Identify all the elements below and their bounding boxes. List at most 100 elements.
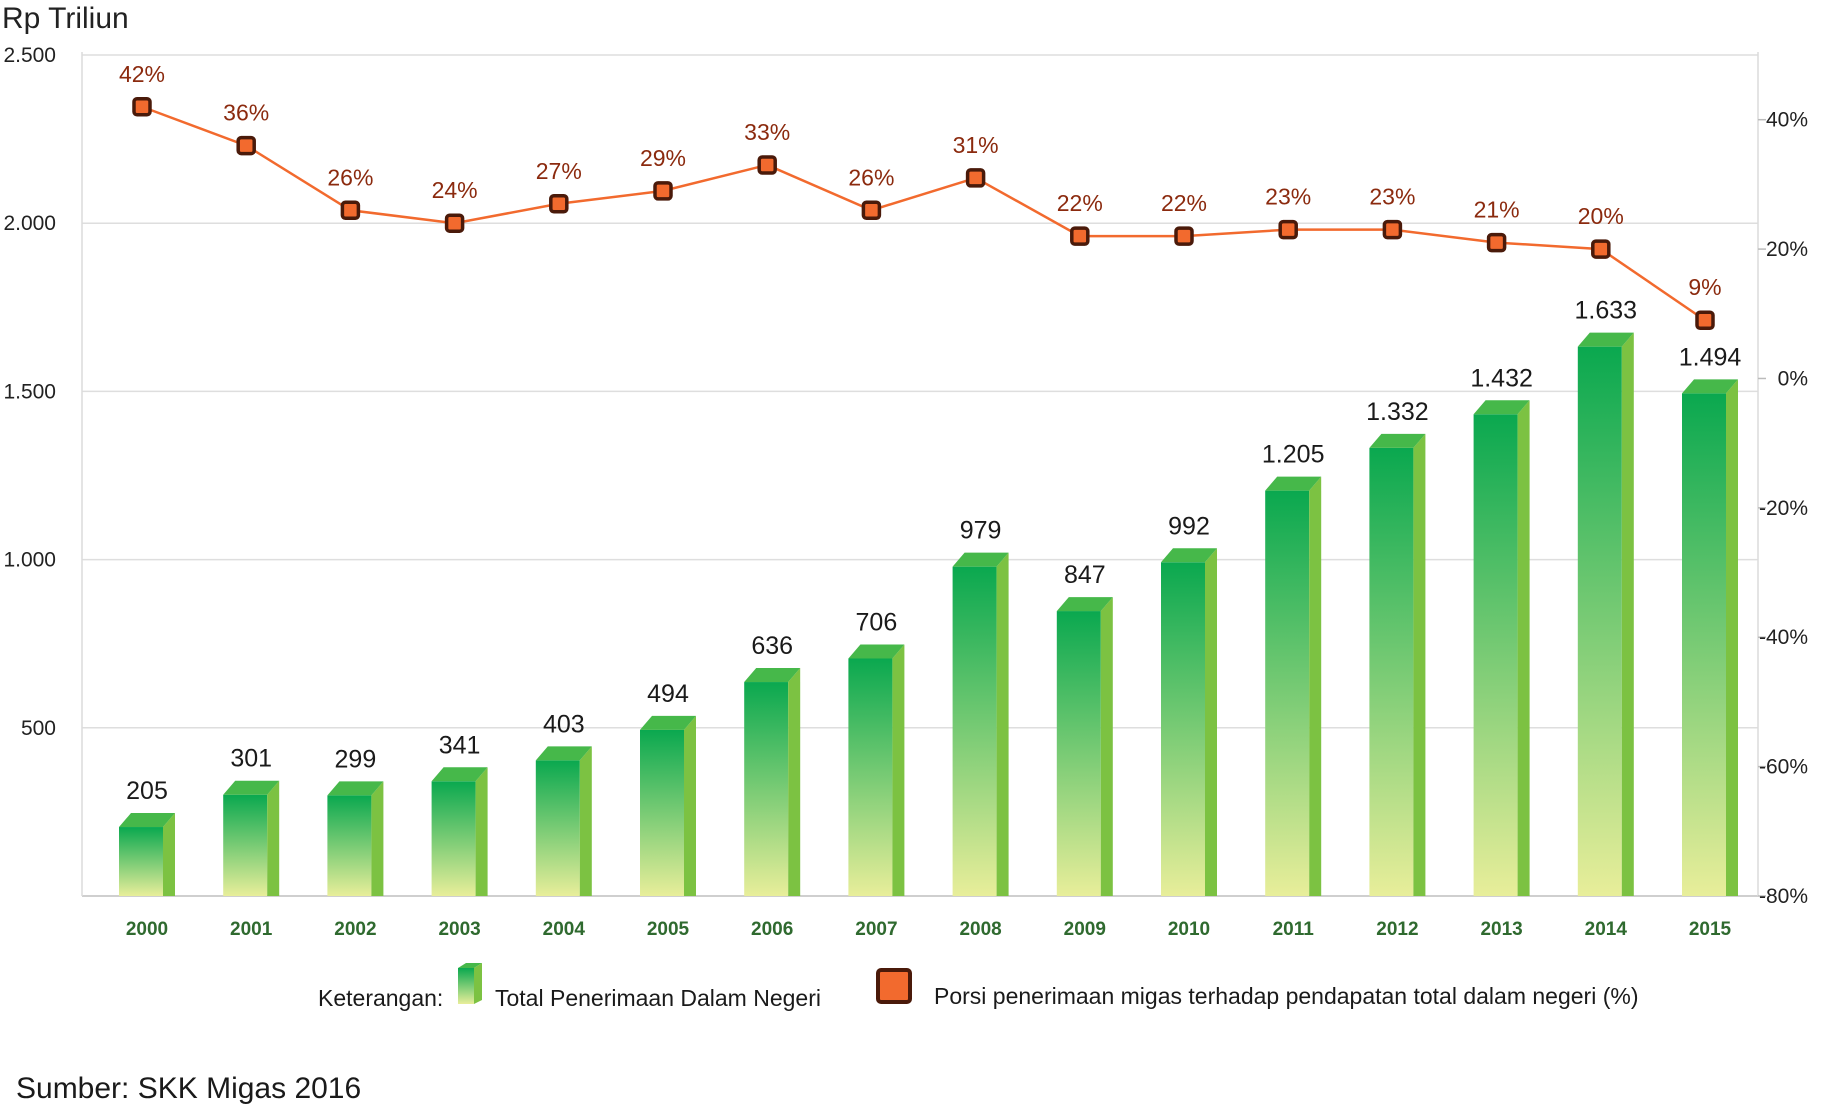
bar-value-label: 494 <box>647 680 689 708</box>
bar-front <box>223 794 268 896</box>
line-marker <box>757 155 777 175</box>
x-tick-label: 2002 <box>334 919 376 940</box>
bar-value-label: 979 <box>960 517 1002 545</box>
bar-cap <box>1473 400 1530 415</box>
y-tick-label: 2.000 <box>3 212 56 235</box>
bar-value-label: 1.332 <box>1366 398 1429 426</box>
x-tick-label: 2009 <box>1064 919 1106 940</box>
bar-cap <box>327 781 384 796</box>
y2-axis-ticks: 40% 20% 0% -20% -40% -60% -80% <box>1758 109 1808 908</box>
bar-value-label: 1.494 <box>1679 343 1742 371</box>
bar-side <box>1413 433 1426 896</box>
bar-side <box>892 644 905 896</box>
line-value-label: 24% <box>432 177 478 203</box>
x-tick-label: 2007 <box>855 919 897 940</box>
bar-cap <box>1161 548 1217 563</box>
bar-cap <box>640 715 696 730</box>
line-value-label: 31% <box>953 132 999 158</box>
line-marker <box>1278 219 1298 240</box>
bar-cap <box>1369 433 1426 448</box>
y2-tick-label: -60% <box>1759 756 1808 779</box>
x-tick-label: 2004 <box>543 919 586 940</box>
bar-cap <box>952 552 1009 567</box>
bar-cap <box>848 644 905 659</box>
bar-front <box>1577 346 1622 896</box>
bar <box>1577 332 1634 896</box>
bar-front <box>640 729 684 896</box>
x-tick-label: 2011 <box>1273 919 1315 940</box>
bar <box>1056 597 1113 896</box>
line-series: 42% 36% 26% 24% 27% 29% 33% 26% 31% 22% 22% 23% 23% 2… <box>119 61 1722 330</box>
bar-front <box>1682 393 1726 896</box>
legend: Keterangan: Total Penerimaan Dalam Neger… <box>318 963 1638 1011</box>
line-marker <box>965 168 986 188</box>
bar <box>1369 433 1426 896</box>
bar-cap <box>119 813 175 828</box>
line-value-label: 23% <box>1369 184 1415 210</box>
line-value-label: 22% <box>1161 190 1207 216</box>
bar <box>223 780 280 896</box>
line-marker <box>1486 232 1507 253</box>
line-value-label: 20% <box>1578 203 1624 229</box>
line-marker <box>236 135 256 156</box>
y-tick-label: 2.500 <box>3 44 56 67</box>
bar-front <box>1265 490 1310 896</box>
y2-tick-label: 40% <box>1766 109 1808 132</box>
x-tick-label: 2008 <box>959 919 1001 940</box>
line-marker <box>132 97 152 117</box>
line-marker <box>340 200 361 221</box>
bar <box>640 715 696 896</box>
line-marker <box>653 181 673 201</box>
bar-front <box>1161 562 1205 896</box>
bar-value-label: 847 <box>1064 561 1106 589</box>
bar-side <box>788 668 801 896</box>
y-axis-title: Rp Triliun <box>2 2 129 35</box>
bar-cap <box>1682 379 1738 394</box>
bar-value-label: 1.633 <box>1575 297 1638 325</box>
bar-side <box>1205 548 1217 896</box>
x-axis-ticks: 2000 2001 2002 2003 2004 2005 2006 2007 2008 2009… <box>126 919 1732 940</box>
line-marker <box>444 213 465 233</box>
bar-side <box>475 767 488 896</box>
x-tick-label: 2003 <box>438 919 480 940</box>
line-marker <box>861 200 882 221</box>
bar-side <box>996 552 1009 896</box>
y-tick-label: 1.000 <box>3 549 56 572</box>
bar-value-label: 1.205 <box>1262 441 1325 469</box>
x-tick-label: 2013 <box>1480 919 1522 940</box>
bar-side <box>267 780 280 896</box>
legend-bar-swatch <box>458 963 482 1004</box>
bar-front <box>327 795 372 896</box>
bar-value-label: 205 <box>126 777 168 805</box>
line-value-label: 9% <box>1688 274 1721 300</box>
bar-side <box>163 813 175 896</box>
bar-cap <box>431 767 488 782</box>
bar-value-label: 636 <box>751 632 793 660</box>
line-value-label: 29% <box>640 145 686 171</box>
bar <box>1473 400 1530 896</box>
x-tick-label: 2014 <box>1585 919 1628 940</box>
bar-cap <box>1577 332 1634 347</box>
bar <box>431 767 488 896</box>
line-marker <box>1382 219 1403 240</box>
line-value-label: 33% <box>744 119 790 145</box>
line-value-label: 23% <box>1265 184 1311 210</box>
x-tick-label: 2012 <box>1376 919 1418 940</box>
line-marker <box>549 194 569 214</box>
bar-cap <box>744 668 801 683</box>
line-value-label: 22% <box>1057 190 1103 216</box>
line-value-label: 21% <box>1474 197 1520 223</box>
bar-front <box>744 682 789 896</box>
bar-front <box>848 658 893 896</box>
bar-cap <box>1265 476 1322 491</box>
bar-front <box>431 781 476 896</box>
legend-bar-label: Total Penerimaan Dalam Negeri <box>495 985 821 1011</box>
bar <box>1161 548 1217 896</box>
bar-value-label: 1.432 <box>1470 364 1533 392</box>
bar-value-label: 299 <box>335 745 377 773</box>
legend-line-marker <box>876 968 912 1004</box>
x-tick-label: 2005 <box>647 919 690 940</box>
y-tick-label: 1.500 <box>3 380 56 403</box>
legend-line-label: Porsi penerimaan migas terhadap pendapat… <box>934 983 1638 1009</box>
